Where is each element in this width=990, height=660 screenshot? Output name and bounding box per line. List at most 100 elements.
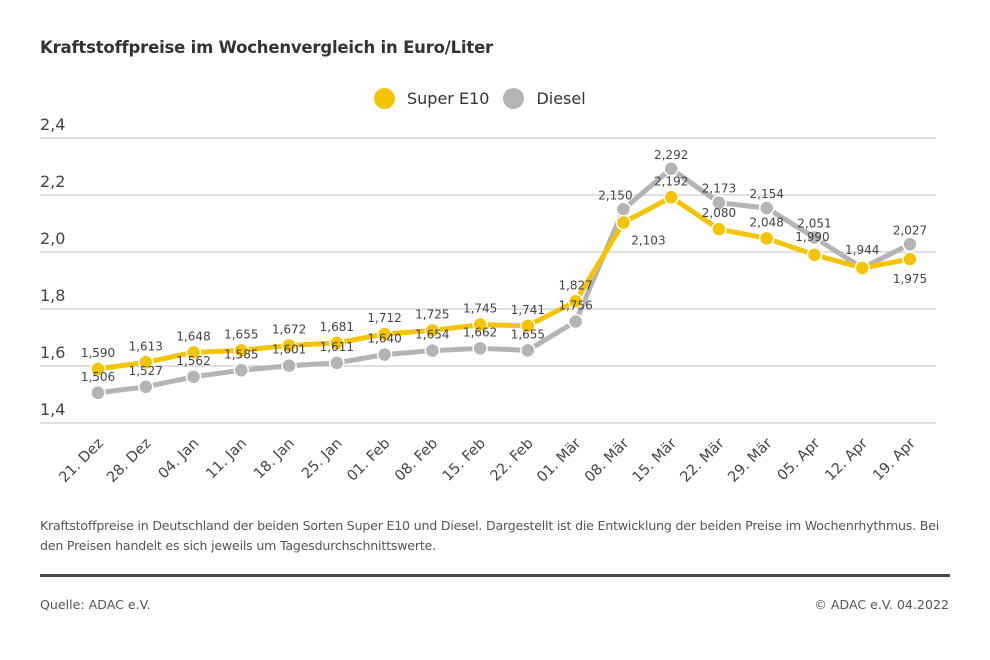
x-tick-label: 01. Mär bbox=[534, 435, 584, 485]
legend-label-super-e10: Super E10 bbox=[407, 89, 490, 108]
legend: Super E10 Diesel bbox=[374, 88, 600, 109]
chart-title: Kraftstoffpreise im Wochenvergleich in E… bbox=[40, 38, 493, 57]
data-label-diesel: 2,051 bbox=[797, 216, 831, 230]
x-tick-label: 28. Dez bbox=[104, 436, 154, 486]
series-line-super-e10 bbox=[97, 194, 911, 372]
data-point-diesel bbox=[806, 229, 823, 246]
x-tick-label: 08. Feb bbox=[392, 436, 441, 485]
data-label-diesel: 1,640 bbox=[367, 332, 401, 346]
data-label-super-e10: 1,827 bbox=[558, 278, 592, 292]
data-label-diesel: 1,611 bbox=[320, 340, 354, 354]
y-tick-label: 2,0 bbox=[40, 229, 65, 248]
data-point-diesel bbox=[520, 342, 536, 359]
data-point-diesel bbox=[472, 340, 488, 357]
y-tick-label: 1,8 bbox=[40, 286, 65, 305]
data-label-super-e10: 1,613 bbox=[129, 339, 163, 353]
data-label-super-e10: 2,103 bbox=[631, 234, 665, 248]
data-point-super-e10 bbox=[90, 361, 106, 377]
footer-divider bbox=[40, 574, 950, 577]
data-point-super-e10 bbox=[663, 189, 679, 206]
data-point-diesel bbox=[758, 200, 775, 216]
data-point-diesel bbox=[424, 342, 441, 359]
data-label-diesel: 1,654 bbox=[415, 328, 449, 342]
data-label-super-e10: 1,655 bbox=[224, 327, 258, 341]
legend-marker-diesel bbox=[503, 88, 525, 109]
data-point-super-e10 bbox=[520, 318, 536, 334]
series-lines bbox=[97, 166, 912, 396]
x-tick-label: 22. Mär bbox=[678, 435, 728, 485]
data-labels: 1,590 1,613 1,648 1,655 1,672 1,681 1,712 1,725… bbox=[81, 148, 927, 384]
data-label-super-e10: 1,672 bbox=[272, 322, 306, 336]
y-axis: 1,4 1,6 1,8 2,0 2,2 2,4 bbox=[40, 115, 65, 419]
data-label-super-e10: 1,590 bbox=[81, 346, 115, 360]
data-point-super-e10 bbox=[281, 337, 297, 354]
series-points bbox=[90, 161, 918, 401]
data-point-diesel bbox=[138, 379, 154, 395]
data-point-super-e10 bbox=[567, 293, 584, 310]
legend-item-super-e10: Super E10 bbox=[374, 88, 489, 109]
data-label-diesel: 2,173 bbox=[702, 182, 736, 196]
data-point-super-e10 bbox=[758, 230, 775, 247]
data-point-diesel bbox=[90, 385, 106, 401]
x-tick-label: 29. Mär bbox=[725, 435, 775, 485]
data-label-diesel: 2,292 bbox=[654, 148, 688, 162]
series-line-diesel bbox=[97, 166, 912, 396]
y-tick-label: 2,2 bbox=[40, 172, 65, 191]
data-point-super-e10 bbox=[185, 344, 202, 361]
x-tick-label: 18. Jan bbox=[251, 436, 298, 483]
data-label-super-e10: 1,745 bbox=[463, 302, 497, 316]
data-point-super-e10 bbox=[138, 354, 154, 371]
legend-label-diesel: Diesel bbox=[536, 89, 586, 108]
data-label-super-e10: 1,990 bbox=[795, 230, 829, 244]
data-label-diesel: 2,154 bbox=[750, 187, 784, 201]
data-point-super-e10 bbox=[615, 214, 632, 231]
data-label-diesel: 1,562 bbox=[176, 354, 210, 368]
data-label-super-e10: 2,080 bbox=[702, 206, 736, 220]
x-tick-label: 08. Mär bbox=[582, 435, 632, 485]
x-tick-label: 12. Apr bbox=[822, 435, 871, 484]
data-label-super-e10: 1,681 bbox=[320, 320, 354, 334]
data-label-diesel: 1,527 bbox=[129, 364, 163, 378]
data-label-diesel: 1,601 bbox=[272, 343, 306, 357]
x-tick-label: 11. Jan bbox=[203, 436, 250, 483]
data-point-diesel bbox=[233, 362, 250, 379]
data-label-super-e10: 1,741 bbox=[511, 303, 545, 317]
data-point-diesel bbox=[902, 236, 918, 253]
x-tick-label: 05. Apr bbox=[775, 435, 824, 484]
data-label-super-e10: 2,048 bbox=[750, 215, 784, 229]
data-point-diesel bbox=[281, 357, 297, 374]
x-tick-label: 15. Mär bbox=[630, 435, 680, 485]
data-point-diesel bbox=[711, 194, 727, 211]
y-tick-label: 1,6 bbox=[40, 343, 65, 362]
x-tick-label: 04. Jan bbox=[156, 436, 203, 483]
data-point-super-e10 bbox=[424, 322, 441, 339]
data-label-diesel: 1,756 bbox=[558, 299, 592, 313]
y-tick-label: 1,4 bbox=[40, 400, 65, 419]
data-label-super-e10: 1,944 bbox=[845, 243, 879, 257]
data-point-super-e10 bbox=[376, 326, 393, 342]
y-tick-label: 2,4 bbox=[40, 115, 65, 134]
data-point-super-e10 bbox=[233, 342, 250, 359]
data-label-diesel: 1,585 bbox=[224, 347, 258, 361]
x-tick-label: 22. Feb bbox=[488, 436, 537, 485]
data-label-super-e10: 1,712 bbox=[367, 311, 401, 325]
data-label-super-e10: 2,192 bbox=[654, 174, 688, 188]
data-point-super-e10 bbox=[854, 260, 870, 276]
x-tick-label: 21. Dez bbox=[56, 436, 106, 486]
x-tick-label: 19. Apr bbox=[870, 435, 919, 484]
x-tick-label: 15. Feb bbox=[440, 436, 489, 485]
x-tick-label: 01. Feb bbox=[344, 436, 393, 485]
data-point-diesel bbox=[185, 369, 202, 385]
data-label-diesel: 2,150 bbox=[598, 188, 632, 202]
source-note: Quelle: ADAC e.V. bbox=[40, 597, 151, 612]
data-point-super-e10 bbox=[711, 221, 727, 237]
legend-item-diesel: Diesel bbox=[503, 88, 586, 109]
data-point-super-e10 bbox=[806, 247, 823, 263]
data-label-diesel: 1,662 bbox=[463, 325, 497, 339]
data-label-super-e10: 1,725 bbox=[415, 307, 449, 321]
data-point-diesel bbox=[663, 161, 679, 177]
data-label-diesel: 2,027 bbox=[893, 223, 927, 237]
gridlines bbox=[40, 137, 936, 424]
data-point-diesel bbox=[567, 313, 584, 330]
data-label-super-e10: 1,975 bbox=[893, 272, 927, 286]
